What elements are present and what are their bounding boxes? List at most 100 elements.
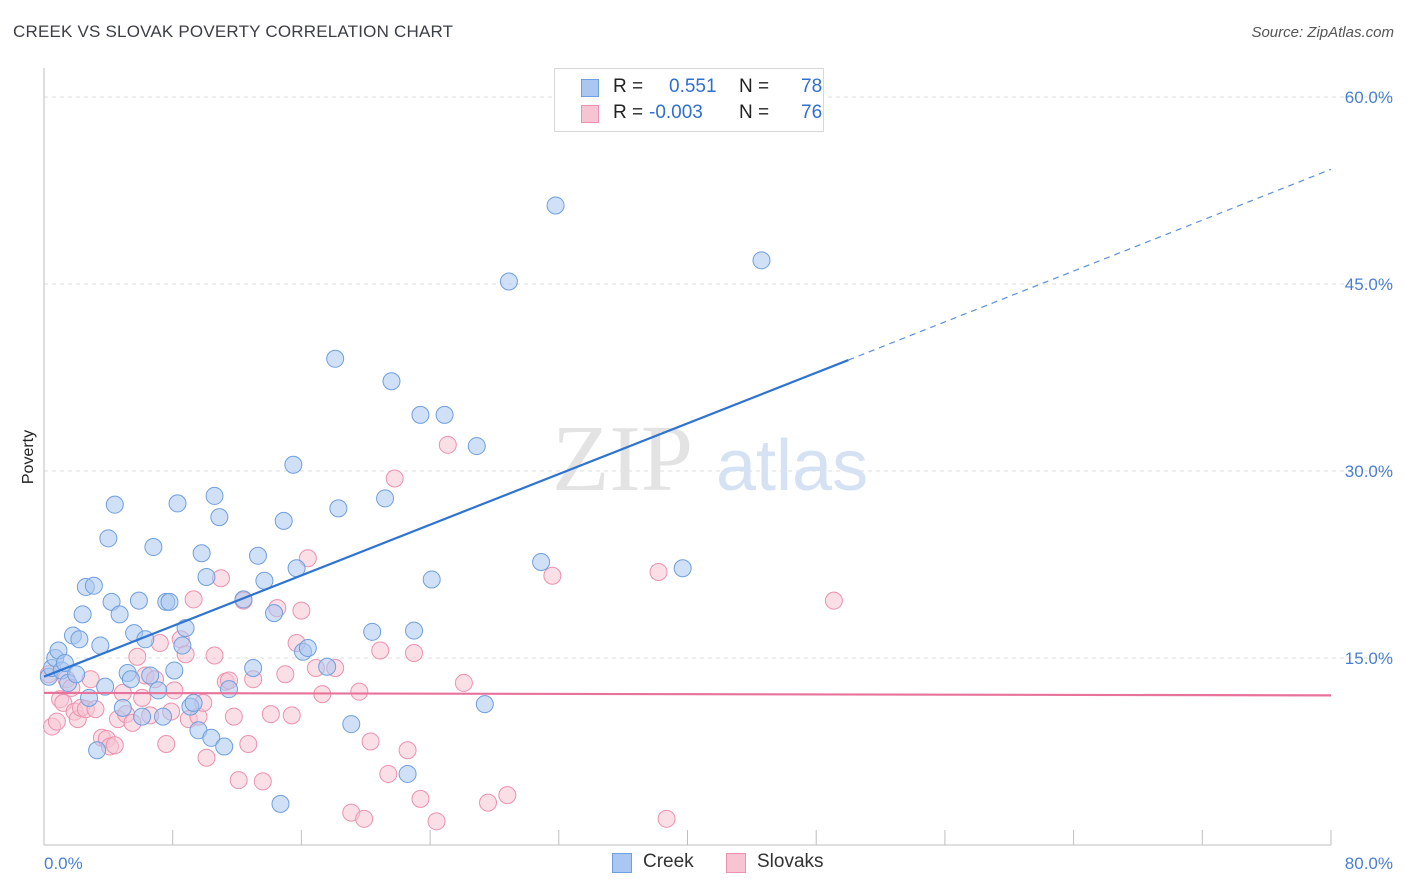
slovaks-point xyxy=(224,707,243,726)
creek-point xyxy=(215,737,234,756)
creek-point xyxy=(363,622,382,641)
creek-point xyxy=(532,553,551,572)
creek-point xyxy=(422,570,441,589)
creek-point xyxy=(205,486,224,505)
creek-point xyxy=(271,794,290,813)
creek-point xyxy=(234,590,253,609)
creek-point xyxy=(99,529,118,548)
creek-point xyxy=(168,494,187,513)
slovaks-point xyxy=(371,641,390,660)
slovaks-point xyxy=(438,435,457,454)
creek-point xyxy=(202,728,221,747)
creek-point xyxy=(105,495,124,514)
creek-point xyxy=(165,661,184,680)
slovaks-point xyxy=(649,562,668,581)
creek-point xyxy=(411,405,430,424)
creek-point xyxy=(499,272,518,291)
slovaks-point xyxy=(239,735,258,754)
slovaks-point xyxy=(498,786,517,805)
creek-point xyxy=(96,677,115,696)
slovaks-point xyxy=(276,665,295,684)
creek-point xyxy=(318,657,337,676)
creek-trend-line xyxy=(43,359,849,678)
creek-point xyxy=(467,437,486,456)
slovaks-point xyxy=(543,566,562,585)
creek-point xyxy=(88,741,107,760)
creek-point xyxy=(149,681,168,700)
creek-series xyxy=(39,196,771,813)
trend-lines xyxy=(43,168,1332,697)
creek-point xyxy=(298,639,317,658)
creek-point xyxy=(144,538,163,557)
creek-point xyxy=(154,707,173,726)
slovaks-point xyxy=(261,705,280,724)
creek-point xyxy=(84,576,103,595)
creek-point xyxy=(160,592,179,611)
slovaks-point xyxy=(361,732,380,751)
bottom-legend-swatch-slovaks xyxy=(726,853,746,873)
slovaks-point xyxy=(350,682,369,701)
creek-point xyxy=(326,349,345,368)
x-tick-label: 80.0% xyxy=(1345,854,1393,873)
y-axis-title: Poverty xyxy=(20,430,37,484)
y-tick-label: 45.0% xyxy=(1345,275,1393,294)
legend-r-label: R = xyxy=(613,76,644,97)
creek-point xyxy=(752,251,771,270)
creek-point xyxy=(398,764,417,783)
creek-point xyxy=(274,511,293,530)
slovaks-point xyxy=(128,647,147,666)
slovaks-point xyxy=(184,590,203,609)
y-tick-label: 15.0% xyxy=(1345,649,1393,668)
legend-n-value: 76 xyxy=(801,102,823,123)
slovaks-trend-line xyxy=(43,691,1332,697)
source-credit: Source: ZipAtlas.com xyxy=(1251,24,1394,41)
slovaks-series xyxy=(39,435,843,831)
legend-r-value: 0.551 xyxy=(669,76,717,97)
legend-swatch-slovaks xyxy=(581,105,599,123)
slovaks-point xyxy=(479,793,498,812)
slovaks-point xyxy=(411,789,430,808)
legend-n-value: 78 xyxy=(801,76,823,97)
creek-point xyxy=(673,559,692,578)
slovaks-point xyxy=(657,809,676,828)
correlation-legend: R = 0.551 N = 78 R = -0.003 N = 76 xyxy=(554,68,824,132)
slovaks-point xyxy=(253,772,272,791)
creek-point xyxy=(173,636,192,655)
legend-r-label: R = xyxy=(613,102,644,123)
creek-trend-extension xyxy=(848,168,1332,361)
slovaks-point xyxy=(355,809,374,828)
slovaks-point xyxy=(105,736,124,755)
creek-point xyxy=(244,658,263,677)
bottom-legend-swatch-creek xyxy=(612,853,632,873)
creek-point xyxy=(329,499,348,518)
creek-point xyxy=(197,567,216,586)
legend-swatch-creek xyxy=(581,79,599,97)
creek-point xyxy=(176,619,195,638)
slovaks-point xyxy=(205,646,224,665)
slovaks-point xyxy=(398,741,417,760)
creek-point xyxy=(67,665,86,684)
creek-point xyxy=(342,715,361,734)
creek-point xyxy=(475,695,494,714)
gridlines xyxy=(44,96,1393,659)
x-axis-tick-labels: 0.0% 80.0% xyxy=(44,854,1393,873)
creek-point xyxy=(184,693,203,712)
slovaks-point xyxy=(157,735,176,754)
creek-point xyxy=(284,455,303,474)
chart-title: CREEK VS SLOVAK POVERTY CORRELATION CHAR… xyxy=(13,22,454,41)
y-axis-tick-labels: 15.0% 30.0% 45.0% 60.0% xyxy=(1345,88,1393,668)
creek-point xyxy=(265,604,284,623)
legend-n-label: N = xyxy=(739,76,770,97)
slovaks-point xyxy=(427,812,446,831)
creek-point xyxy=(376,489,395,508)
slovaks-point xyxy=(298,549,317,568)
watermark-atlas: atlas xyxy=(716,426,868,506)
creek-point xyxy=(220,680,239,699)
slovaks-point xyxy=(405,644,424,663)
slovaks-point xyxy=(454,673,473,692)
slovaks-point xyxy=(165,681,184,700)
slovaks-point xyxy=(282,706,301,725)
legend-r-value: -0.003 xyxy=(649,102,703,123)
zipatlas-watermark: ZIP atlas xyxy=(552,407,868,511)
creek-point xyxy=(435,405,454,424)
